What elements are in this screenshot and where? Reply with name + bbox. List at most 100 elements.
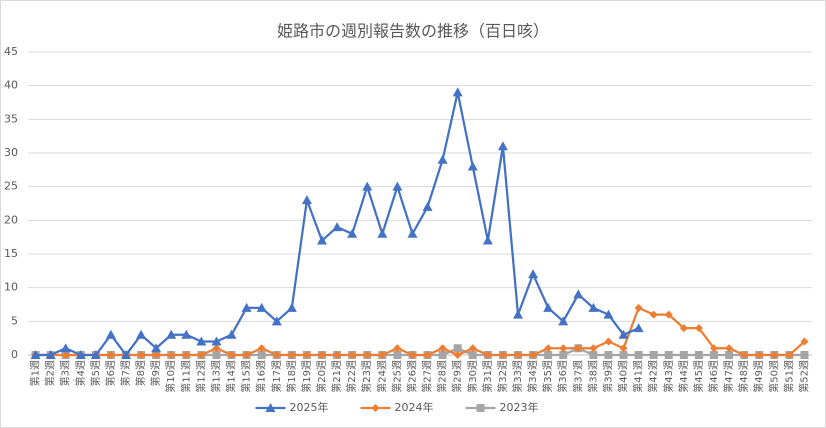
- point: [137, 351, 146, 359]
- point: [528, 269, 539, 279]
- point: [573, 289, 584, 299]
- point: [694, 324, 703, 333]
- x-tick-label: 第49週: [752, 360, 765, 393]
- x-tick-label: 第8週: [134, 360, 147, 386]
- point: [393, 351, 402, 359]
- point: [363, 351, 372, 359]
- x-tick-label: 第50週: [767, 360, 780, 393]
- point: [710, 344, 718, 353]
- point: [423, 351, 432, 359]
- x-tick-label: 第44週: [677, 360, 690, 393]
- x-tick-label: 第21週: [330, 360, 343, 393]
- point: [452, 87, 463, 97]
- point: [619, 344, 628, 353]
- x-tick-label: 第32週: [496, 360, 509, 393]
- x-tick-label: 第52週: [797, 360, 810, 393]
- x-tick-label: 第11週: [179, 360, 192, 393]
- point: [619, 351, 628, 359]
- point: [271, 316, 282, 326]
- y-tick-label: 20: [4, 213, 18, 226]
- point: [182, 351, 191, 359]
- point: [45, 350, 56, 359]
- x-tick-label: 第41週: [632, 360, 645, 393]
- point: [482, 235, 493, 245]
- x-tick-label: 第40週: [617, 360, 630, 393]
- x-tick-label: 第22週: [345, 360, 358, 393]
- point: [559, 344, 568, 353]
- point: [60, 343, 71, 353]
- point: [604, 351, 613, 359]
- x-tick-label: 第2週: [44, 360, 57, 386]
- point: [348, 351, 357, 359]
- x-tick-label: 第25週: [390, 360, 403, 393]
- point: [785, 351, 794, 359]
- x-tick-label: 第4週: [74, 360, 87, 386]
- x-tick-label: 第34週: [526, 360, 539, 393]
- x-tick-label: 第6週: [104, 360, 117, 386]
- legend-label: 2024年: [395, 400, 434, 414]
- point: [467, 161, 478, 171]
- point: [633, 323, 644, 333]
- point: [694, 351, 703, 359]
- x-tick-label: 第36週: [556, 360, 569, 393]
- point: [371, 404, 380, 412]
- x-tick-label: 第45週: [692, 360, 705, 393]
- x-tick-label: 第35週: [541, 360, 554, 393]
- x-tick-label: 第17週: [270, 360, 283, 393]
- point: [453, 351, 462, 359]
- x-tick-label: 第39週: [601, 360, 614, 393]
- point: [105, 329, 116, 339]
- point: [468, 344, 477, 353]
- point: [61, 351, 70, 359]
- point: [332, 222, 343, 232]
- x-tick-label: 第29週: [451, 360, 464, 393]
- point: [574, 344, 583, 353]
- point: [256, 302, 267, 312]
- point: [558, 316, 569, 326]
- point: [408, 351, 417, 359]
- point: [604, 337, 613, 346]
- point: [634, 351, 643, 359]
- point: [181, 329, 192, 339]
- x-tick-label: 第37週: [571, 360, 584, 393]
- point: [438, 344, 447, 353]
- x-tick-label: 第46週: [707, 360, 720, 393]
- x-tick-label: 第7週: [119, 360, 132, 386]
- point: [152, 351, 161, 359]
- x-tick-label: 第13週: [209, 360, 222, 393]
- x-tick-label: 第33週: [511, 360, 524, 393]
- point: [241, 302, 252, 312]
- x-tick-label: 第23週: [360, 360, 373, 393]
- y-tick-label: 40: [4, 79, 18, 92]
- point: [227, 351, 236, 359]
- point: [588, 302, 599, 312]
- x-tick-label: 第20週: [315, 360, 328, 393]
- y-tick-label: 45: [4, 45, 18, 58]
- y-tick-label: 25: [4, 180, 18, 193]
- point: [437, 154, 448, 164]
- point: [544, 351, 553, 359]
- point: [151, 343, 162, 353]
- point: [265, 403, 276, 412]
- x-tick-label: 第18週: [285, 360, 298, 393]
- point: [476, 404, 485, 412]
- point: [603, 309, 614, 319]
- point: [257, 351, 266, 359]
- point: [242, 351, 251, 359]
- x-tick-label: 第9週: [149, 360, 162, 386]
- point: [755, 351, 764, 359]
- point: [725, 351, 734, 359]
- point: [287, 351, 296, 359]
- point: [498, 351, 507, 359]
- x-tick-label: 第27週: [421, 360, 434, 393]
- y-tick-label: 5: [11, 314, 18, 327]
- x-tick-label: 第5週: [89, 360, 102, 386]
- legend-label: 2023年: [500, 400, 539, 414]
- x-tick-label: 第12週: [194, 360, 207, 393]
- point: [166, 329, 177, 339]
- x-tick-label: 第48週: [737, 360, 750, 393]
- x-tick-label: 第14週: [225, 360, 238, 393]
- point: [318, 351, 326, 359]
- point: [393, 344, 402, 353]
